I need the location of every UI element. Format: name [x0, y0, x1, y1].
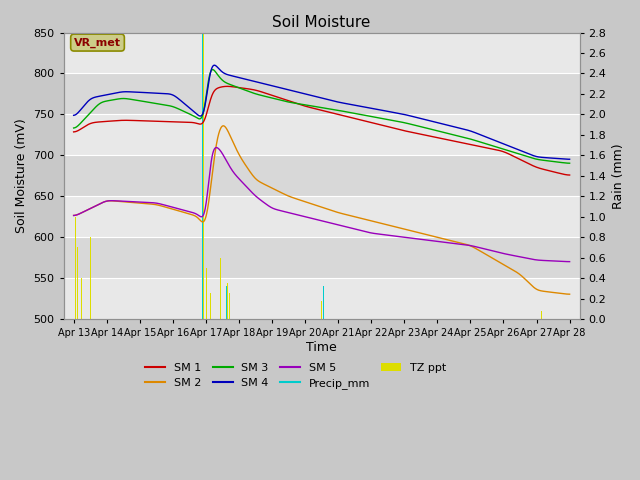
- Bar: [321, 300, 322, 319]
- Bar: [232, 263, 234, 319]
- Bar: [64, 156, 580, 196]
- Text: VR_met: VR_met: [74, 37, 121, 48]
- Bar: [64, 73, 580, 114]
- Bar: [206, 268, 207, 319]
- Bar: [64, 278, 580, 319]
- Bar: [223, 273, 225, 319]
- Bar: [90, 237, 91, 319]
- Bar: [227, 283, 228, 319]
- Bar: [64, 114, 580, 156]
- Bar: [229, 293, 230, 319]
- Bar: [77, 247, 78, 319]
- Bar: [203, 33, 204, 319]
- Y-axis label: Soil Moisture (mV): Soil Moisture (mV): [15, 119, 28, 233]
- Bar: [64, 237, 580, 278]
- Y-axis label: Rain (mm): Rain (mm): [612, 143, 625, 209]
- Title: Soil Moisture: Soil Moisture: [273, 15, 371, 30]
- Bar: [220, 258, 221, 319]
- Bar: [109, 278, 111, 319]
- X-axis label: Time: Time: [307, 341, 337, 354]
- Bar: [81, 278, 83, 319]
- Bar: [64, 33, 580, 73]
- Bar: [75, 217, 76, 319]
- Bar: [267, 268, 268, 319]
- Legend: SM 1, SM 2, SM 3, SM 4, SM 5, Precip_mm, TZ ppt: SM 1, SM 2, SM 3, SM 4, SM 5, Precip_mm,…: [141, 359, 451, 394]
- Bar: [541, 311, 542, 319]
- Bar: [64, 196, 580, 237]
